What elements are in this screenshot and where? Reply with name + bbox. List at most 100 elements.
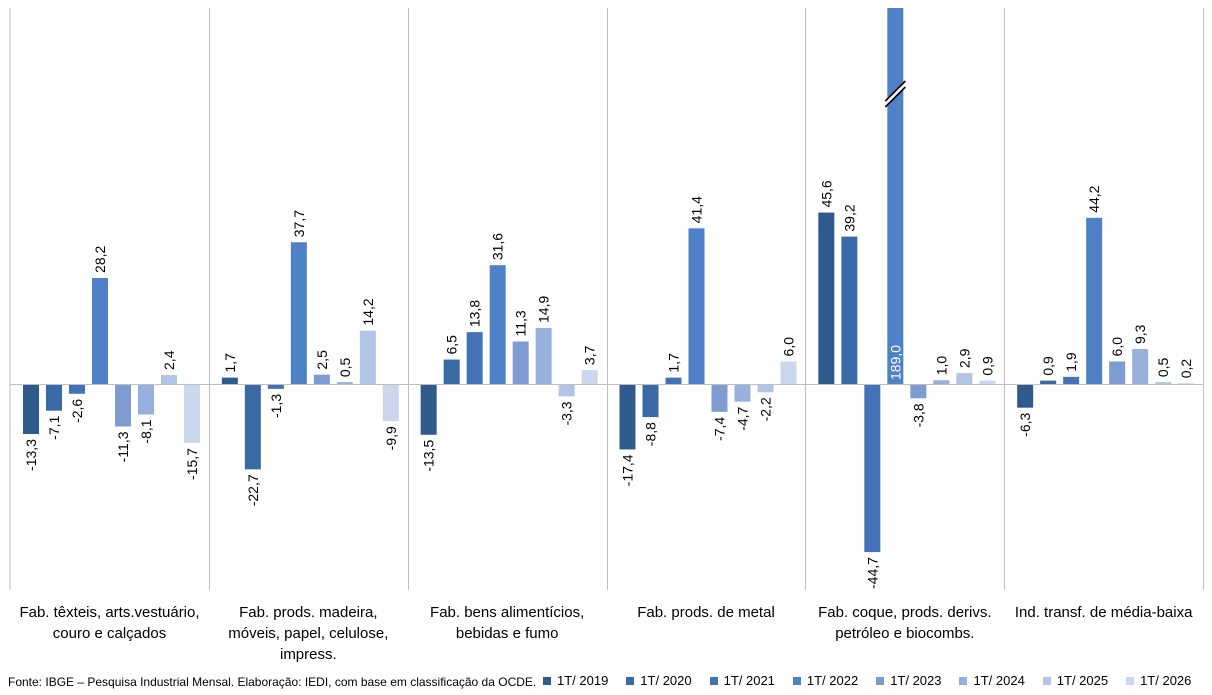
legend-item: 1T/ 2026 xyxy=(1126,673,1209,688)
legend-item: 1T/ 2022 xyxy=(792,673,876,688)
bar xyxy=(221,377,238,384)
data-label: 0,9 xyxy=(1040,356,1056,376)
category-label: Fab. coque, prods. derivs. petróleo e bi… xyxy=(818,604,992,642)
legend-item: 1T/ 2025 xyxy=(1042,673,1126,688)
data-label: 1,9 xyxy=(1063,352,1079,372)
bar xyxy=(665,377,682,384)
data-label: 6,0 xyxy=(781,337,797,357)
legend-swatch xyxy=(1126,676,1135,685)
source-note: Fonte: IBGE – Pesquisa Industrial Mensal… xyxy=(8,675,537,689)
legend-label: 1T/ 2026 xyxy=(1140,673,1192,688)
break-gap xyxy=(885,81,906,107)
data-label: 1,7 xyxy=(666,353,682,373)
data-label: 11,3 xyxy=(513,310,529,336)
data-label: 13,8 xyxy=(467,300,483,327)
legend-item: 1T/ 2024 xyxy=(959,673,1042,688)
data-label: -3,8 xyxy=(910,403,926,427)
data-label: -13,3 xyxy=(23,439,39,471)
data-label: 0,2 xyxy=(1178,359,1194,379)
bar xyxy=(1109,361,1126,384)
legend-item: 1T/ 2021 xyxy=(709,673,793,688)
bar xyxy=(1132,349,1149,384)
data-label: 2,5 xyxy=(314,350,330,370)
data-label: 45,6 xyxy=(818,180,834,207)
bar xyxy=(757,384,774,393)
data-label: 2,9 xyxy=(956,348,972,368)
data-label: 14,2 xyxy=(360,298,376,325)
bar xyxy=(115,384,131,427)
legend-label: 1T/ 2019 xyxy=(557,673,609,688)
data-label: 14,9 xyxy=(536,296,552,323)
data-label: 6,5 xyxy=(444,335,460,355)
bar xyxy=(734,384,751,402)
legend-swatch xyxy=(792,676,801,685)
bar xyxy=(443,359,460,384)
bar xyxy=(780,361,797,384)
data-label: 189,0 xyxy=(887,345,903,380)
data-label: 37,7 xyxy=(291,210,307,237)
category-label: Ind. transf. de média-baixa xyxy=(1014,604,1193,621)
bar xyxy=(244,384,261,470)
bar xyxy=(161,374,177,384)
data-label: 39,2 xyxy=(841,204,857,231)
data-label: 44,2 xyxy=(1086,185,1102,212)
bar xyxy=(979,380,996,384)
bar xyxy=(1017,384,1034,408)
data-label: -2,2 xyxy=(758,397,774,421)
data-label: -9,9 xyxy=(383,426,399,450)
bar xyxy=(512,341,529,384)
legend-label: 1T/ 2022 xyxy=(806,673,859,688)
data-label: -1,3 xyxy=(268,394,284,418)
legend-swatch xyxy=(626,676,635,685)
bar xyxy=(1040,380,1057,384)
legend-label: 1T/ 2025 xyxy=(1056,673,1109,688)
bar xyxy=(184,384,200,444)
bar xyxy=(711,384,728,412)
bar xyxy=(688,228,705,384)
bar xyxy=(466,332,483,384)
footer: Fonte: IBGE – Pesquisa Industrial Mensal… xyxy=(8,673,1208,693)
bar xyxy=(864,384,881,553)
bar xyxy=(956,373,973,384)
data-label: -7,1 xyxy=(46,415,62,439)
bar xyxy=(489,265,506,384)
legend-label: 1T/ 2023 xyxy=(890,673,942,688)
data-label: 0,5 xyxy=(1155,357,1171,377)
bar xyxy=(46,384,62,411)
legend-swatch xyxy=(543,676,551,685)
bar xyxy=(933,380,950,384)
bar xyxy=(1155,382,1172,384)
data-label: 31,6 xyxy=(490,233,506,260)
category-label: Fab. prods. de metal xyxy=(637,604,775,621)
legend-swatch xyxy=(709,676,718,685)
bar xyxy=(887,8,904,384)
data-label: -44,7 xyxy=(864,557,880,589)
bar xyxy=(818,212,835,384)
legend-item: 1T/ 2020 xyxy=(626,673,709,688)
category-label: Fab. bens alimentícios, bebidas e fumo xyxy=(430,604,585,642)
data-label: 2,4 xyxy=(161,350,177,370)
bar xyxy=(23,384,39,435)
bar xyxy=(359,330,376,384)
bar xyxy=(138,384,154,415)
legend-swatch xyxy=(1042,676,1051,685)
data-label: 1,7 xyxy=(222,353,238,373)
legend: 1T/ 2019 1T/ 2020 1T/ 2021 1T/ 2022 1T/ 2023… xyxy=(543,673,1209,688)
bar xyxy=(558,384,575,397)
legend-swatch xyxy=(876,676,885,685)
data-label: -8,1 xyxy=(138,419,154,443)
data-label: -22,7 xyxy=(245,474,261,506)
break-mark xyxy=(884,86,906,108)
legend-swatch xyxy=(959,676,968,685)
bar xyxy=(1178,383,1195,385)
data-label: -11,3 xyxy=(115,431,131,462)
data-label: -7,4 xyxy=(712,417,728,441)
legend-item: 1T/ 2019 xyxy=(543,673,626,688)
data-label: 6,0 xyxy=(1109,337,1125,357)
data-label: 0,5 xyxy=(337,357,353,377)
bar xyxy=(92,277,108,384)
data-label: 28,2 xyxy=(92,246,108,273)
data-label: -3,3 xyxy=(559,401,575,425)
bar xyxy=(1063,376,1080,384)
